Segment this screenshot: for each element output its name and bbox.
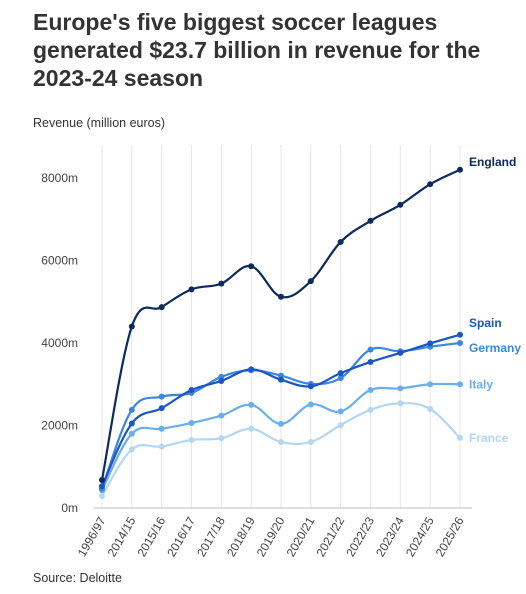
data-point-england [397,201,404,208]
chart-title: Europe's five biggest soccer leagues gen… [33,9,481,91]
series-label-england: England [469,155,516,169]
data-point-spain [188,387,195,394]
data-point-france [397,400,404,407]
data-point-france [307,439,314,445]
data-point-france [128,446,135,453]
data-point-germany [457,340,463,346]
data-point-germany [337,375,344,382]
data-point-france [188,436,195,443]
data-point-france [457,434,463,441]
data-point-italy [397,385,404,392]
data-point-france [248,425,255,432]
data-point-england [307,278,314,285]
data-point-italy [188,420,195,427]
x-tick-label: 2025/26 [433,514,467,559]
data-point-england [427,181,434,188]
data-point-spain [457,331,463,338]
y-tick-label: 4000m [41,336,78,350]
data-point-spain [367,358,374,365]
data-point-italy [337,408,344,415]
data-point-italy [278,420,284,427]
data-point-england [158,304,165,311]
axes: 1996/972014/152015/162016/172017/182018/… [41,171,472,559]
data-point-england [457,166,463,173]
series-label-italy: Italy [469,377,493,391]
data-point-england [337,238,344,245]
data-point-spain [99,483,105,490]
data-point-spain [218,377,225,384]
data-point-england [99,476,105,483]
series-lines [99,166,463,500]
data-point-spain [278,376,284,383]
data-point-spain [158,405,165,412]
data-point-france [99,493,105,500]
data-point-england [278,293,284,300]
data-point-france [367,406,374,413]
data-point-italy [307,401,314,408]
data-point-england [188,286,195,293]
data-point-italy [158,425,165,432]
data-point-germany [218,373,225,380]
y-tick-label: 2000m [41,419,78,433]
data-point-england [128,323,135,330]
data-point-italy [457,381,463,388]
data-point-france [427,406,434,412]
data-point-spain [397,349,404,356]
series-labels: France Italy Germany Spain England [469,155,521,445]
y-tick-label: 0m [61,501,78,515]
data-point-italy [367,387,374,394]
data-point-italy [248,401,255,408]
data-point-spain [427,340,434,347]
data-point-france [278,439,284,445]
data-point-spain [128,420,135,427]
data-point-england [218,280,225,287]
data-point-england [367,217,374,224]
data-point-spain [248,366,255,373]
data-point-france [218,435,225,442]
series-label-spain: Spain [469,316,502,330]
data-point-italy [128,430,135,437]
y-axis-label: Revenue (million euros) [33,116,166,130]
data-point-germany [278,372,284,379]
data-point-italy [427,381,434,388]
y-tick-label: 8000m [41,171,78,185]
data-point-england [248,263,255,270]
data-point-france [158,443,165,450]
series-label-germany: Germany [469,341,521,355]
series-label-france: France [469,431,509,445]
y-tick-label: 6000m [41,254,78,268]
data-point-germany [158,393,165,400]
source-note: Source: Deloitte [33,571,122,585]
data-point-spain [337,370,344,377]
data-point-germany [367,346,374,353]
grid-lines [101,145,461,508]
data-point-spain [307,383,314,390]
data-point-germany [128,406,135,413]
data-point-france [337,422,344,429]
data-point-italy [218,412,225,419]
